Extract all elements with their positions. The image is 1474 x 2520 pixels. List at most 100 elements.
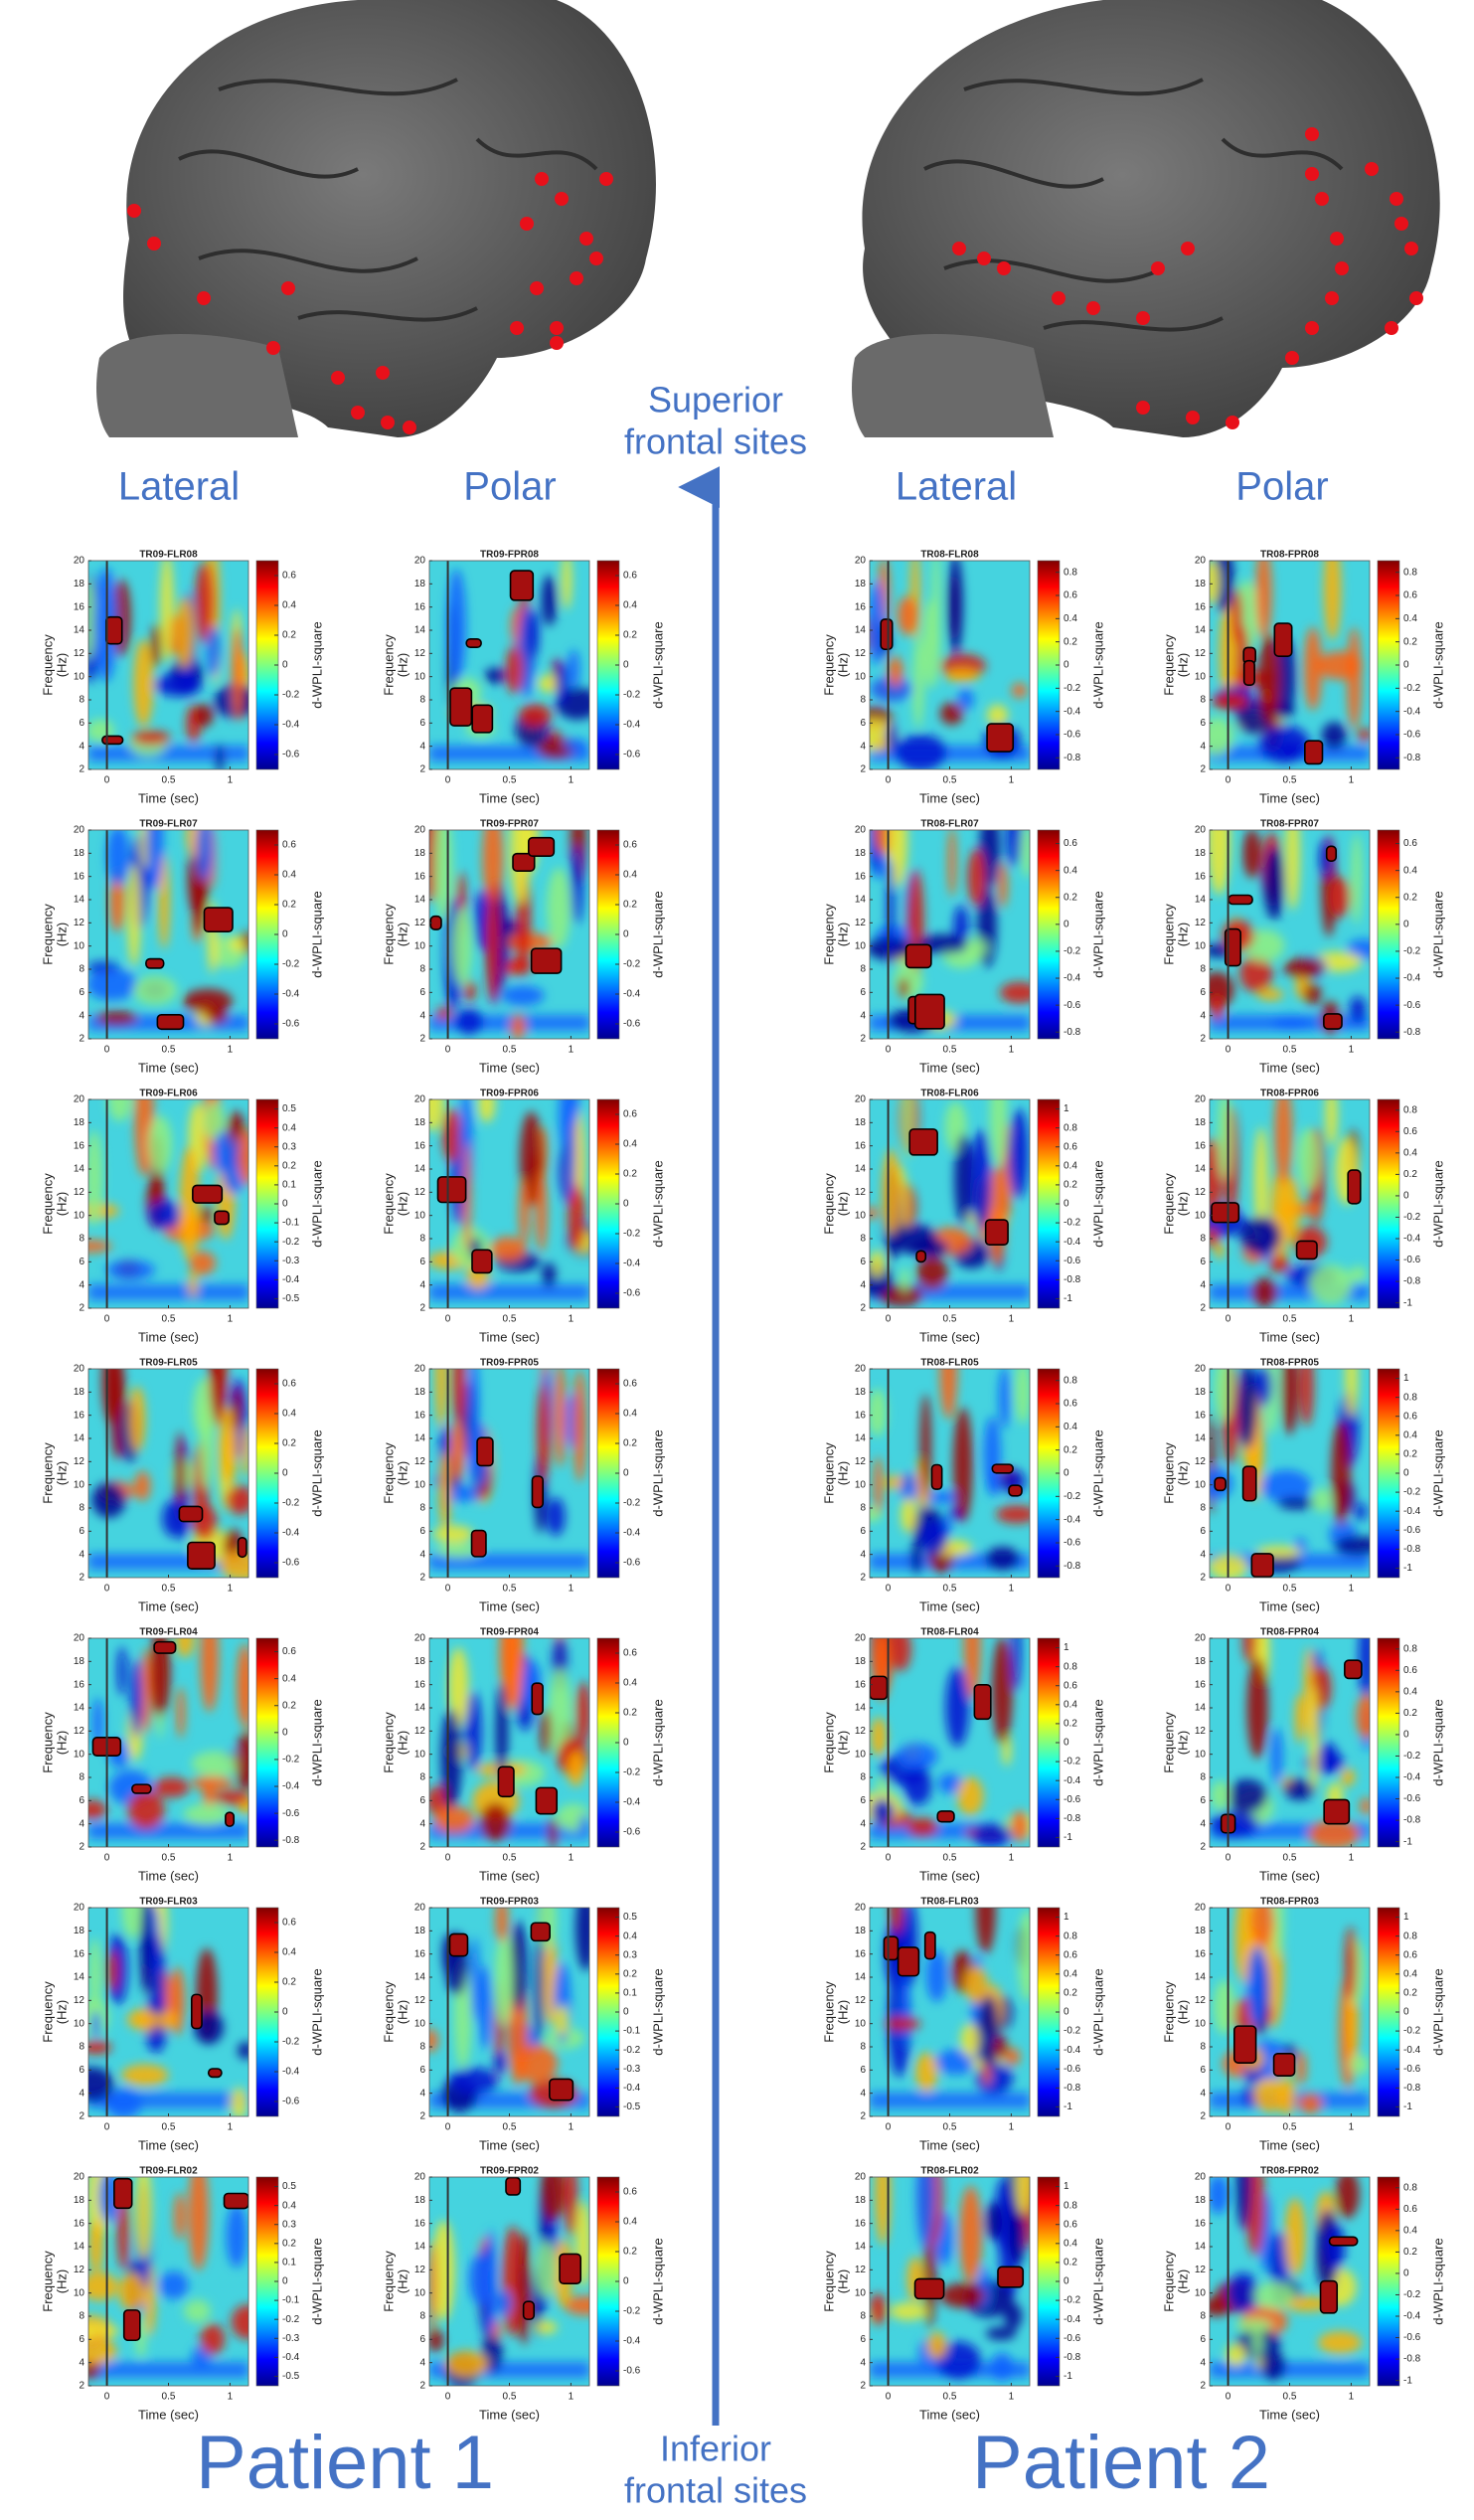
electrode-dot xyxy=(1136,401,1150,415)
blob xyxy=(1331,1420,1351,1526)
blob xyxy=(964,1965,988,2004)
blob xyxy=(150,1638,171,1716)
y-tick-label: 12 xyxy=(855,1726,867,1737)
y-tick-label: 14 xyxy=(74,1433,85,1444)
y-tick-label: 6 xyxy=(79,2065,84,2076)
y-axis-label: (Hz) xyxy=(1175,2000,1190,2025)
colorbar-tick-label: 0 xyxy=(623,1199,629,1210)
y-tick-label: 10 xyxy=(855,940,867,951)
panel-title: TR08-FPR07 xyxy=(1260,819,1319,830)
y-tick-label: 8 xyxy=(1200,2311,1206,2322)
colorbar-tick-label: 0 xyxy=(1403,660,1409,671)
blob xyxy=(870,1389,887,1437)
electrode-dot xyxy=(589,252,603,265)
colorbar-tick-label: 0.2 xyxy=(623,1169,637,1180)
colorbar-tick-label: 0 xyxy=(1403,1468,1409,1479)
y-tick-label: 12 xyxy=(855,648,867,659)
blob xyxy=(1299,1369,1314,1427)
x-tick-label: 0.5 xyxy=(503,1045,517,1056)
colorbar-tick-label: 0.6 xyxy=(623,1379,637,1390)
blob xyxy=(499,1638,524,1708)
blob xyxy=(244,1652,248,1738)
x-tick-label: 1 xyxy=(1349,1853,1355,1864)
blob xyxy=(1251,1277,1277,1307)
colorbar-tick-label: -0.6 xyxy=(623,2366,641,2377)
significance-contour xyxy=(973,1684,992,1721)
blob xyxy=(195,561,215,643)
y-tick-label: 20 xyxy=(1195,1094,1207,1105)
blob xyxy=(1242,830,1261,879)
x-tick-label: 0 xyxy=(445,2392,451,2403)
blob xyxy=(90,2010,100,2039)
y-tick-label: 8 xyxy=(1200,1234,1206,1245)
colorbar-tick-label: -0.4 xyxy=(1403,2311,1421,2322)
blob xyxy=(454,1008,484,1035)
colorbar-label: d-WPLI-square xyxy=(1090,891,1105,977)
blob xyxy=(1253,1126,1268,1238)
y-tick-label: 18 xyxy=(74,579,85,589)
blob xyxy=(1323,2224,1346,2271)
blob xyxy=(445,2350,489,2378)
blob xyxy=(515,2044,558,2084)
colorbar-tick-label: -0.6 xyxy=(1403,730,1421,741)
panel-title: TR08-FLR06 xyxy=(920,1089,979,1099)
blob xyxy=(1237,1369,1257,1449)
y-tick-label: 2 xyxy=(419,1842,425,1853)
y-tick-label: 6 xyxy=(79,1257,84,1267)
colorbar-tick-label: -0.3 xyxy=(282,2333,300,2344)
y-tick-label: 20 xyxy=(74,1903,85,1914)
colorbar-tick-label: -0.8 xyxy=(1064,2083,1081,2094)
x-tick-label: 1 xyxy=(1009,1314,1015,1325)
y-tick-label: 12 xyxy=(1195,918,1207,928)
colorbar-tick-label: 0.6 xyxy=(623,2187,637,2198)
blob xyxy=(1349,1265,1367,1282)
blob xyxy=(127,864,141,967)
y-tick-label: 2 xyxy=(79,1573,84,1584)
colorbar-tick-label: -0.4 xyxy=(623,2336,641,2347)
y-tick-label: 8 xyxy=(860,1503,866,1514)
blob xyxy=(206,626,221,678)
y-tick-label: 20 xyxy=(1195,1633,1207,1644)
x-tick-label: 0 xyxy=(104,1853,110,1864)
blob xyxy=(564,2177,578,2237)
electrode-dot xyxy=(197,291,211,305)
y-axis-label: Frequency xyxy=(40,1442,55,1504)
y-axis-label: (Hz) xyxy=(54,923,69,947)
colorbar-tick-label: 0.8 xyxy=(1403,1104,1417,1115)
blob xyxy=(482,830,504,907)
y-tick-label: 16 xyxy=(855,601,867,612)
blob xyxy=(1329,876,1351,919)
blob xyxy=(888,656,903,687)
y-tick-label: 6 xyxy=(1200,718,1206,729)
x-tick-label: 0.5 xyxy=(943,1584,957,1595)
colorbar-tick-label: 0.8 xyxy=(1403,1392,1417,1403)
colorbar-tick-label: 0.1 xyxy=(282,1180,296,1191)
colorbar-tick-label: -0.4 xyxy=(1403,2045,1421,2056)
significance-contour xyxy=(997,2266,1025,2288)
electrode-dot xyxy=(997,261,1011,275)
blob xyxy=(176,1686,186,1739)
colorbar-tick-label: 0.6 xyxy=(282,1646,296,1657)
heatmap xyxy=(429,1369,589,1578)
y-axis-label: Frequency xyxy=(821,1173,836,1235)
brain-right xyxy=(852,0,1440,437)
heatmap xyxy=(88,1638,248,1847)
y-tick-label: 12 xyxy=(74,1456,85,1467)
y-tick-label: 8 xyxy=(1200,1772,1206,1783)
colorbar-tick-label: 0 xyxy=(282,1468,288,1479)
blob xyxy=(915,2177,935,2249)
significance-contour xyxy=(530,1922,552,1942)
y-axis-label: Frequency xyxy=(821,904,836,965)
panel-title: TR09-FLR06 xyxy=(139,1089,198,1099)
colorbar-tick-label: 0.6 xyxy=(1064,1680,1077,1691)
y-tick-label: 18 xyxy=(1195,1656,1207,1667)
blob xyxy=(947,830,956,898)
blob xyxy=(571,845,583,924)
y-tick-label: 2 xyxy=(79,764,84,775)
significance-contour xyxy=(559,2253,582,2285)
colorbar-tick-label: -1 xyxy=(1403,2375,1412,2386)
blob xyxy=(127,1790,165,1830)
significance-contour xyxy=(1304,740,1324,765)
colorbar-tick-label: 0 xyxy=(1403,2007,1409,2018)
blob xyxy=(985,2202,1002,2241)
